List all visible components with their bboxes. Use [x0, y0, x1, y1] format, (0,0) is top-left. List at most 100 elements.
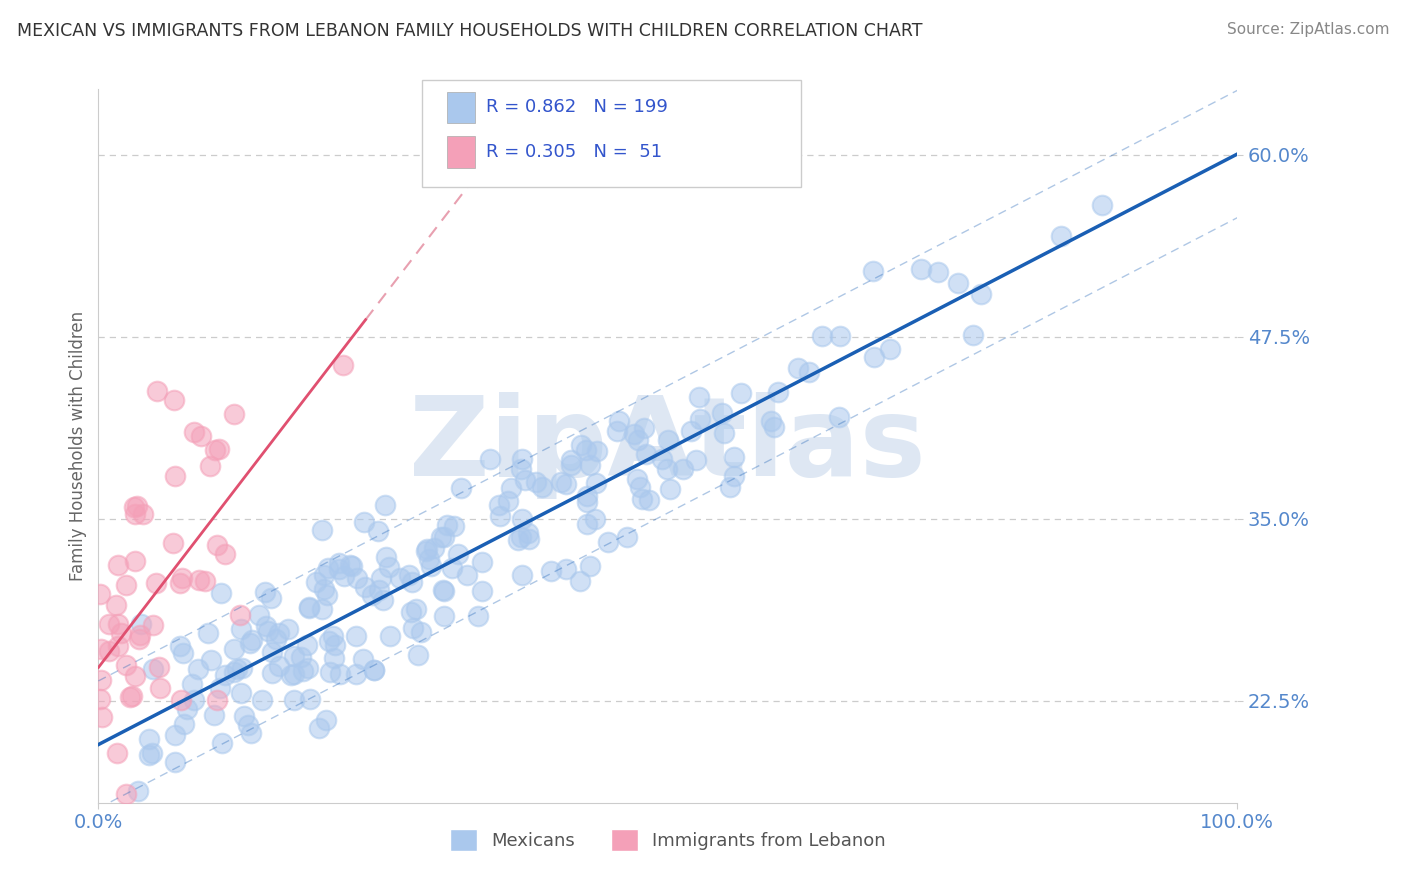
Point [488, 498, 510, 512]
Point [90, 641, 112, 656]
Point [607, 414, 630, 428]
Point [240, 633, 263, 648]
Point [254, 585, 277, 599]
Point [583, 512, 606, 526]
Point [786, 361, 808, 376]
Point [398, 568, 420, 582]
Point [342, 558, 364, 573]
Point [107, 558, 129, 572]
Point [540, 564, 562, 578]
Point [711, 406, 734, 420]
Point [322, 650, 344, 665]
Point [124, 669, 146, 683]
Point [322, 629, 344, 643]
Point [389, 571, 412, 585]
Point [443, 518, 465, 533]
Point [879, 342, 901, 356]
Point [810, 328, 832, 343]
Point [762, 419, 785, 434]
Point [332, 358, 354, 372]
Point [145, 576, 167, 591]
Point [633, 421, 655, 435]
Point [163, 727, 186, 741]
Point [209, 681, 232, 696]
Text: R = 0.305   N =  51: R = 0.305 N = 51 [486, 143, 662, 161]
Point [333, 568, 356, 582]
Point [122, 500, 145, 514]
Point [344, 666, 367, 681]
Point [315, 713, 337, 727]
Point [125, 500, 148, 514]
Point [295, 639, 318, 653]
Point [90, 673, 112, 687]
Point [467, 609, 489, 624]
Point [222, 642, 245, 657]
Point [311, 523, 333, 537]
Point [606, 424, 628, 438]
Point [406, 648, 429, 662]
Point [510, 530, 533, 544]
Point [283, 667, 305, 681]
Point [863, 350, 886, 364]
Point [214, 668, 236, 682]
Point [506, 533, 529, 547]
Point [450, 481, 472, 495]
Point [247, 608, 270, 623]
Legend: Mexicans, Immigrants from Lebanon: Mexicans, Immigrants from Lebanon [443, 822, 893, 858]
Point [262, 645, 284, 659]
Point [115, 787, 138, 801]
Point [363, 663, 385, 677]
Point [370, 571, 392, 585]
Point [176, 702, 198, 716]
Point [89, 691, 111, 706]
Point [799, 365, 821, 379]
Point [1049, 229, 1071, 244]
Point [363, 663, 385, 677]
Point [283, 693, 305, 707]
Point [291, 664, 314, 678]
Point [415, 544, 437, 558]
Point [129, 617, 152, 632]
Point [165, 834, 187, 848]
Point [114, 578, 136, 592]
Point [672, 462, 695, 476]
Point [316, 588, 339, 602]
Point [208, 442, 231, 457]
Point [141, 747, 163, 761]
Point [204, 443, 226, 458]
Point [226, 662, 249, 676]
Point [447, 547, 470, 561]
Point [172, 570, 194, 584]
Point [638, 493, 661, 508]
Point [129, 627, 152, 641]
Point [510, 511, 533, 525]
Point [146, 384, 169, 398]
Point [110, 626, 132, 640]
Point [190, 428, 212, 442]
Point [636, 448, 658, 462]
Point [927, 265, 949, 279]
Text: R = 0.862   N = 199: R = 0.862 N = 199 [486, 98, 668, 117]
Point [211, 736, 233, 750]
Point [510, 568, 533, 582]
Point [579, 559, 602, 574]
Point [104, 599, 127, 613]
Point [259, 591, 281, 605]
Point [374, 498, 396, 512]
Point [107, 617, 129, 632]
Point [169, 576, 191, 591]
Point [456, 568, 478, 582]
Point [260, 666, 283, 681]
Point [107, 640, 129, 654]
Point [471, 583, 494, 598]
Point [238, 718, 260, 732]
Point [344, 629, 367, 643]
Point [205, 538, 228, 552]
Point [378, 560, 401, 574]
Point [312, 582, 335, 596]
Point [569, 574, 592, 588]
Point [970, 286, 993, 301]
Point [423, 541, 446, 555]
Point [524, 475, 547, 490]
Point [188, 573, 211, 587]
